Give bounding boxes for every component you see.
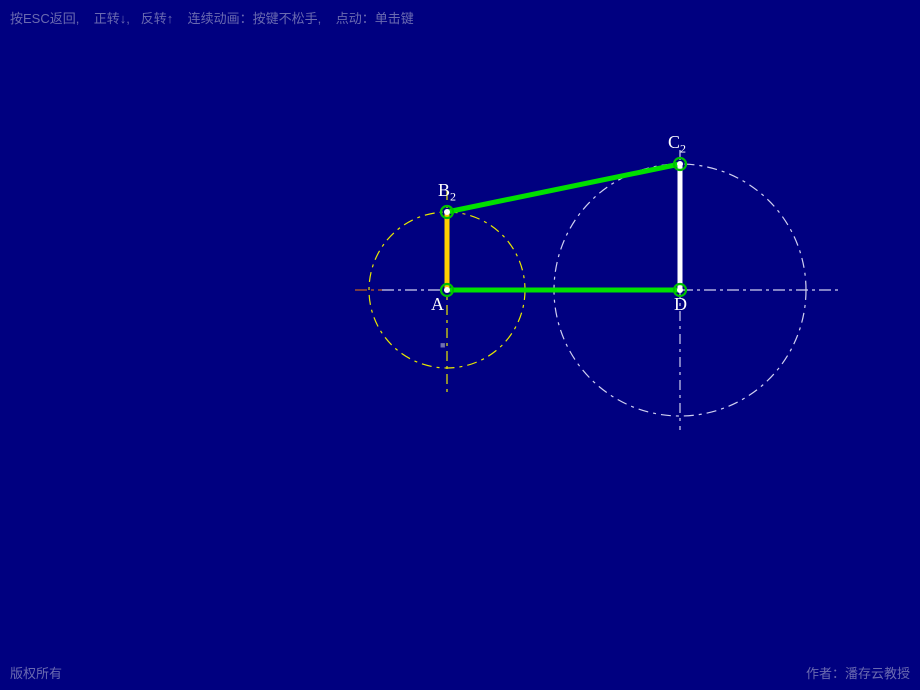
- label-B2: B2: [438, 180, 456, 205]
- label-A: A: [431, 294, 444, 315]
- label-D: D: [674, 294, 687, 315]
- author-text: 作者：潘存云教授: [806, 663, 910, 682]
- diagram-canvas: [0, 0, 920, 690]
- instructions-text: 按ESC返回, 正转↓, 反转↑ 连续动画：按键不松手, 点动：单击键: [10, 8, 414, 27]
- center-marker: ■: [440, 340, 445, 350]
- copyright-text: 版权所有: [10, 663, 62, 682]
- label-C2: C2: [668, 132, 686, 157]
